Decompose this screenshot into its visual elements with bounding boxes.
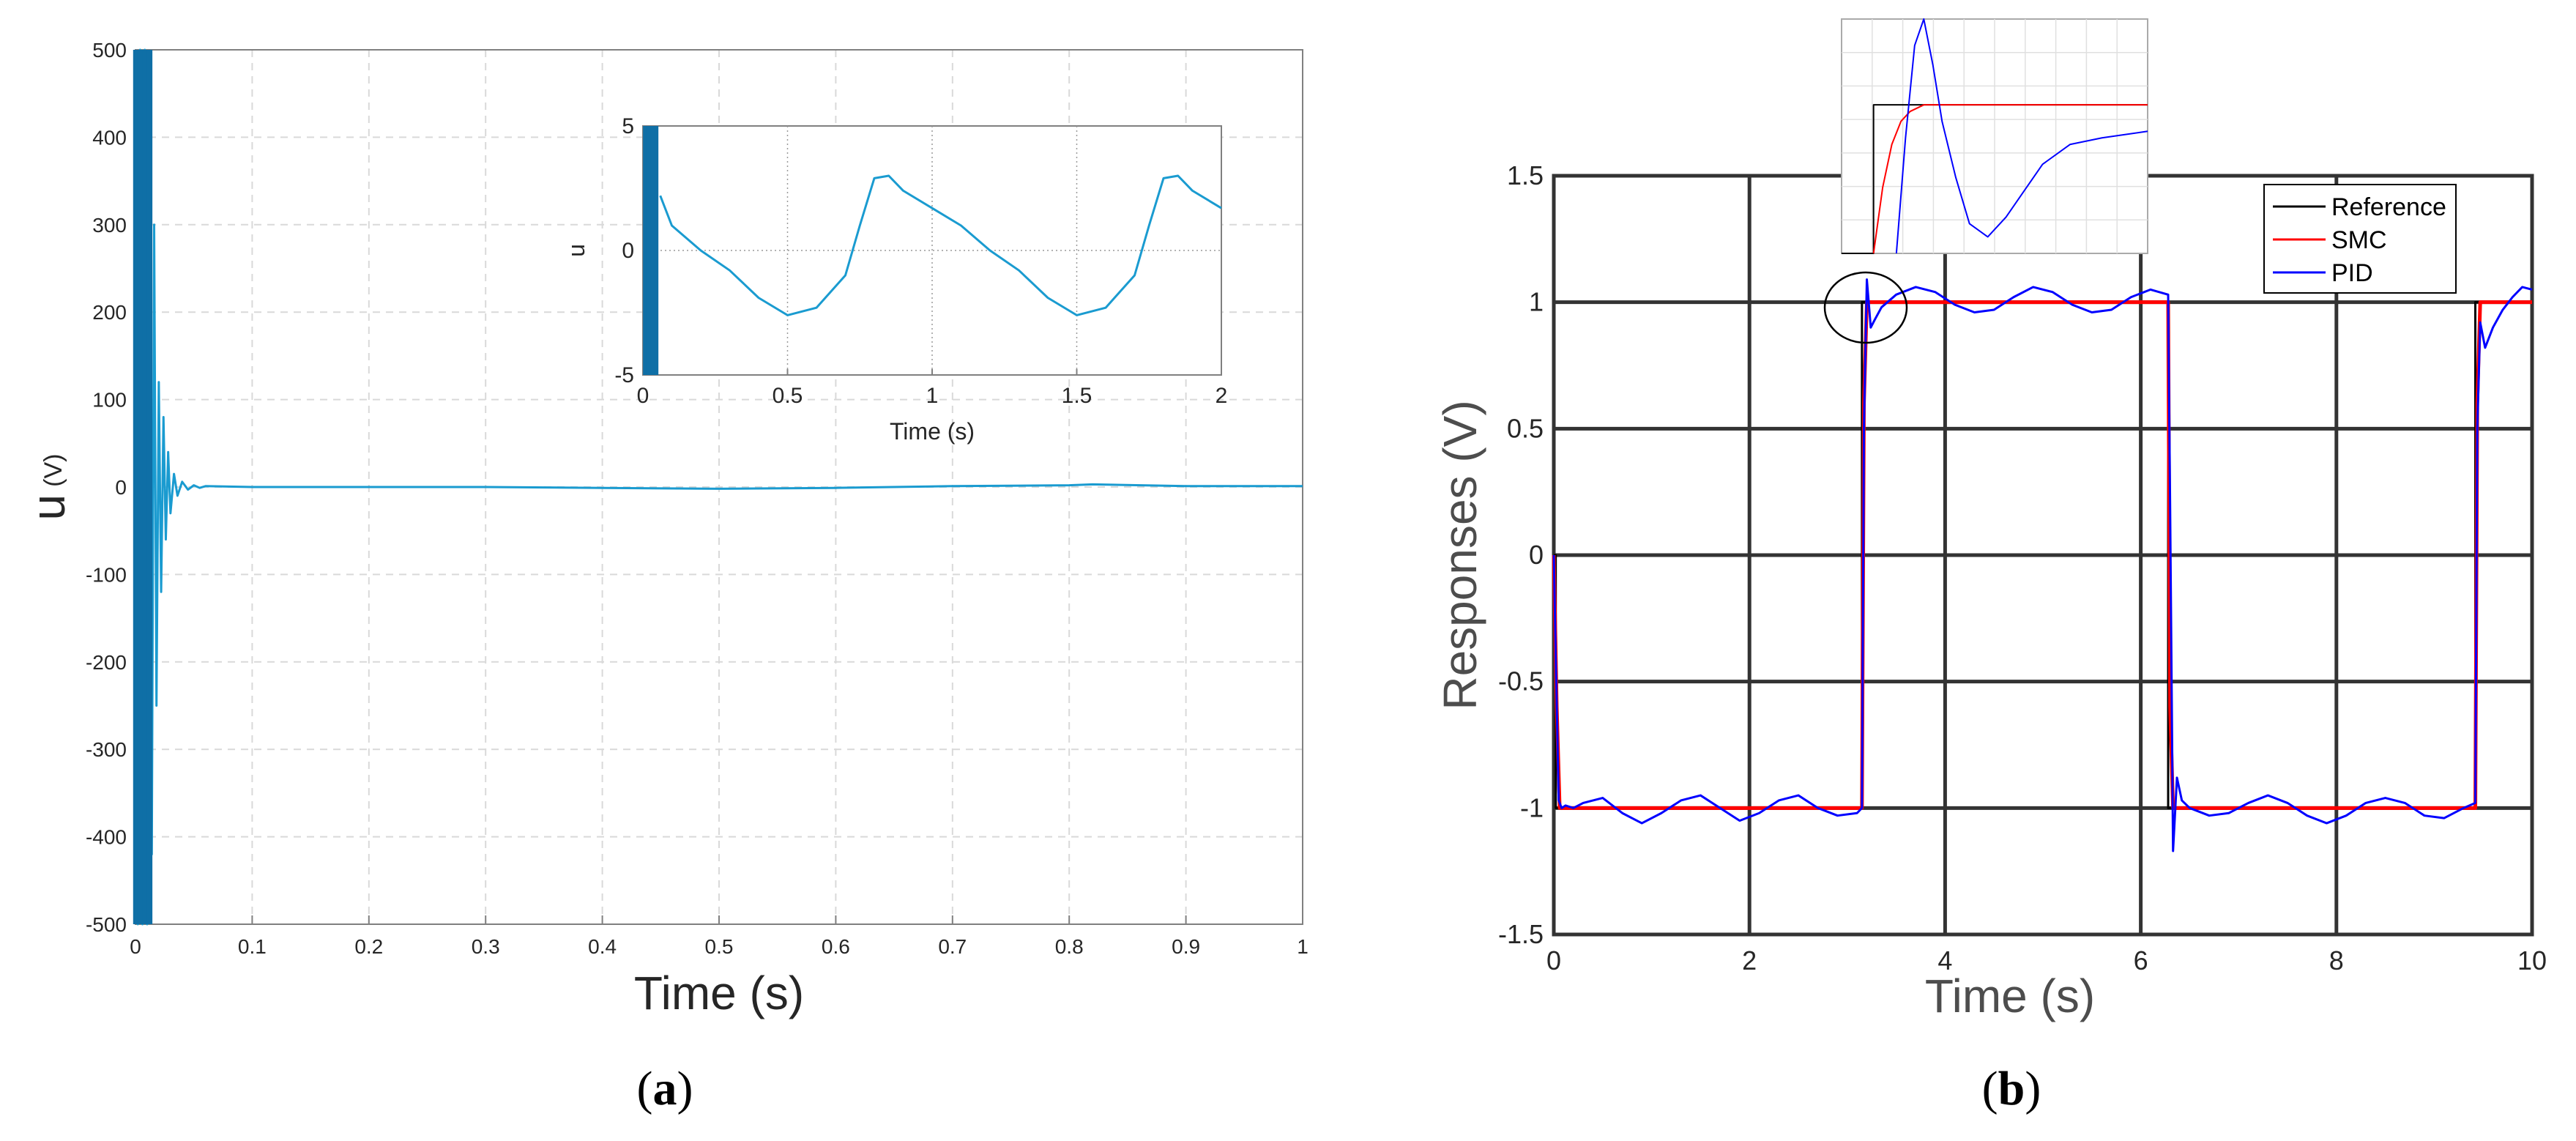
a-x-tick-label: 0.2 xyxy=(354,935,383,958)
panel-b: 0 2 4 6 8 10 -1.5 -1 -0.5 0 0.5 1 1.5 Reference SMC… xyxy=(1434,18,2547,1115)
a-y-axis-label-group: u (V) xyxy=(22,454,75,521)
b-y-ticks: -1.5 -1 -0.5 0 0.5 1 1.5 xyxy=(1498,160,1544,949)
b-series xyxy=(1552,278,2533,852)
a-inset-x-tick-label: 0 xyxy=(637,384,649,408)
a-y-tick-label: -500 xyxy=(86,913,127,936)
b-series-pid-line xyxy=(1552,278,2533,852)
a-y-tick-label: 400 xyxy=(92,126,127,149)
a-x-tick-label: 0.5 xyxy=(705,935,734,958)
panel-b-caption: (b) xyxy=(1982,1062,2041,1115)
b-y-tick-label: 0 xyxy=(1529,540,1544,570)
a-y-tick-label: -300 xyxy=(86,738,127,761)
b-zoom-circle xyxy=(1823,271,1908,344)
a-inset-y-axis-label: u xyxy=(563,244,589,257)
a-y-tick-label: 100 xyxy=(92,389,127,412)
a-y-label-unit: (V) xyxy=(40,454,67,487)
b-legend: Reference SMC PID xyxy=(2263,184,2457,294)
b-y-tick-label: 0.5 xyxy=(1507,413,1544,443)
a-y-tick-label: 0 xyxy=(115,476,127,499)
b-x-tick-label: 0 xyxy=(1546,945,1561,975)
a-x-tick-label: 0.1 xyxy=(238,935,267,958)
b-x-axis-label: Time (s) xyxy=(1925,970,2095,1022)
a-inset-x-axis-label: Time (s) xyxy=(890,418,975,445)
a-inset-x-tick-label: 1 xyxy=(926,384,939,408)
b-inset xyxy=(1841,18,2148,254)
a-series-u xyxy=(133,48,1303,926)
a-inset-x-tick-label: 0.5 xyxy=(773,384,803,408)
panel-a-caption-close: ) xyxy=(677,1062,693,1115)
a-y-tick-label: 300 xyxy=(92,214,127,237)
a-y-label-symbol: u xyxy=(22,494,75,521)
panel-b-caption-letter: b xyxy=(1998,1062,2025,1115)
a-inset-y-tick-label: 5 xyxy=(622,114,634,138)
b-x-ticks: 0 2 4 6 8 10 xyxy=(1546,945,2547,975)
b-x-tick-label: 6 xyxy=(2134,945,2148,975)
b-y-tick-label: -1.5 xyxy=(1498,919,1544,949)
panel-b-caption-open: ( xyxy=(1982,1062,1998,1115)
b-x-tick-label: 4 xyxy=(1937,945,1952,975)
a-y-tick-label: -100 xyxy=(86,563,127,586)
a-x-tick-label: 0.9 xyxy=(1172,935,1200,958)
a-x-tick-label: 0.6 xyxy=(822,935,850,958)
a-y-tick-label: 500 xyxy=(92,39,127,62)
b-y-tick-label: -0.5 xyxy=(1498,666,1544,696)
a-inset-series-u-line xyxy=(659,174,1222,316)
panel-a: 0 0.1 0.2 0.3 0.4 0.5 0.6 0.7 0.8 0.9 1 -500-400-3… xyxy=(22,39,1309,1115)
a-inset-series-u xyxy=(643,126,1222,375)
b-y-tick-label: 1 xyxy=(1529,287,1544,317)
b-y-tick-label: -1 xyxy=(1520,792,1544,822)
a-x-tick-label: 1 xyxy=(1297,935,1309,958)
a-inset: 0 0.5 1 1.5 2 -505 Time (s) u xyxy=(563,114,1227,445)
b-x-tick-label: 8 xyxy=(2329,945,2344,975)
b-x-tick-label: 10 xyxy=(2517,945,2547,975)
a-inset-x-tick-label: 1.5 xyxy=(1062,384,1092,408)
panel-b-caption-close: ) xyxy=(2025,1062,2041,1115)
a-inset-x-tick-label: 2 xyxy=(1216,384,1228,408)
a-inset-y-tick-label: -5 xyxy=(614,363,634,387)
a-x-axis-label: Time (s) xyxy=(634,967,804,1019)
a-inset-y-ticks: -5 0 5 xyxy=(614,114,634,387)
a-y-axis-label: u (V) xyxy=(22,454,75,521)
b-inset-series xyxy=(1842,18,2148,254)
b-x-tick-label: 2 xyxy=(1742,945,1757,975)
panel-a-caption: (a) xyxy=(637,1062,693,1115)
b-y-tick-label: 1.5 xyxy=(1507,160,1544,190)
b-inset-series-pid-line xyxy=(1895,18,2148,254)
a-x-tick-label: 0.4 xyxy=(588,935,617,958)
panel-a-caption-letter: a xyxy=(653,1062,677,1115)
a-inset-y-tick-label: 0 xyxy=(622,239,634,263)
a-inset-grid xyxy=(643,126,1221,375)
a-y-tick-label: -400 xyxy=(86,826,127,849)
b-legend-reference-label: Reference xyxy=(2331,193,2446,221)
a-x-tick-label: 0.7 xyxy=(938,935,967,958)
a-x-tick-label: 0 xyxy=(130,935,141,958)
a-x-tick-label: 0.3 xyxy=(472,935,500,958)
b-y-axis-label: Responses (V) xyxy=(1434,400,1486,710)
b-legend-pid-label: PID xyxy=(2331,259,2373,287)
a-x-tick-label: 0.8 xyxy=(1055,935,1084,958)
a-y-ticks: -500 -400 -300 -200 -100 0 100 200 300 400 500 xyxy=(86,39,144,936)
panel-a-caption-open: ( xyxy=(637,1062,653,1115)
b-inset-grid xyxy=(1842,19,2148,253)
a-y-tick-label: 200 xyxy=(92,301,127,324)
b-legend-smc-label: SMC xyxy=(2331,226,2387,254)
a-inset-x-ticks: 0 0.5 1 1.5 2 xyxy=(637,369,1228,408)
a-y-tick-label: -200 xyxy=(86,651,127,674)
a-x-ticks: 0 0.1 0.2 0.3 0.4 0.5 0.6 0.7 0.8 0.9 1 xyxy=(130,915,1309,958)
